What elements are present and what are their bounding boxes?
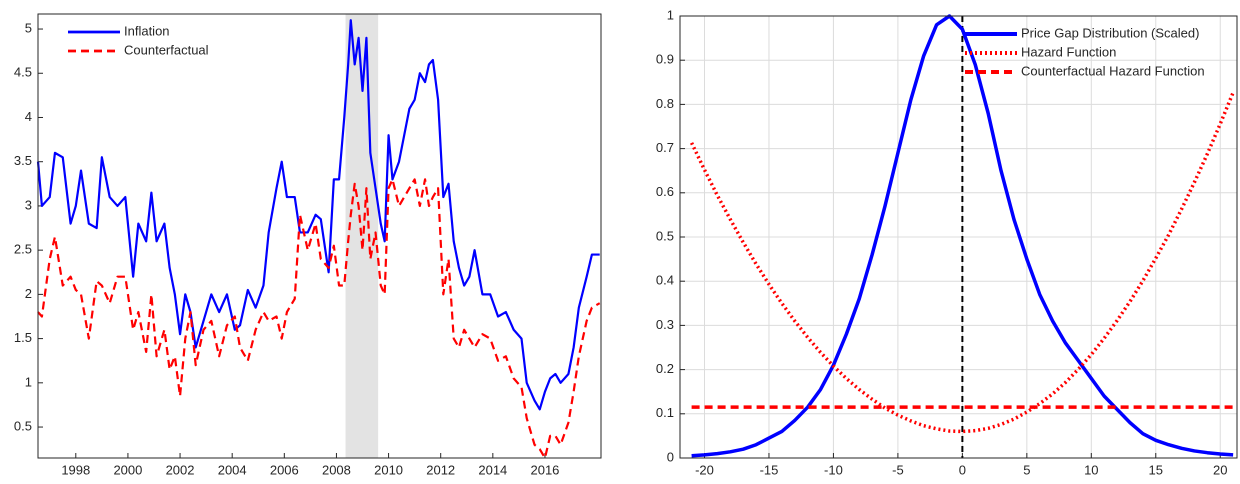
x-tick-label: 2000 <box>113 462 142 477</box>
x-tick-label: 0 <box>959 462 966 477</box>
legend-label: Counterfactual Hazard Function <box>1021 63 1205 78</box>
y-tick-label: 3.5 <box>14 153 32 168</box>
y-tick-label: 4.5 <box>14 65 32 80</box>
y-tick-label: 3 <box>25 197 32 212</box>
x-tick-label: -15 <box>760 462 779 477</box>
x-tick-label: -10 <box>824 462 843 477</box>
x-tick-label: 2008 <box>322 462 351 477</box>
x-tick-label: 2014 <box>478 462 507 477</box>
legend-label: Price Gap Distribution (Scaled) <box>1021 25 1199 40</box>
y-tick-label: 0.3 <box>656 317 674 332</box>
y-tick-label: 1 <box>25 374 32 389</box>
x-tick-label: 2012 <box>426 462 455 477</box>
y-tick-label: 1 <box>667 7 674 22</box>
y-tick-label: 0.6 <box>656 184 674 199</box>
legend-label: Inflation <box>124 23 170 38</box>
x-tick-label: 2006 <box>270 462 299 477</box>
x-tick-label: 2004 <box>218 462 247 477</box>
y-tick-label: 0.1 <box>656 405 674 420</box>
x-tick-label: 1998 <box>61 462 90 477</box>
x-tick-label: -5 <box>892 462 904 477</box>
y-tick-label: 0.5 <box>656 228 674 243</box>
data-line <box>37 178 601 460</box>
plot-frame <box>37 13 602 459</box>
data-line <box>36 19 600 411</box>
y-tick-label: 0.8 <box>656 96 674 111</box>
y-tick-label: 0.7 <box>656 140 674 155</box>
legend-label: Hazard Function <box>1021 44 1116 59</box>
y-tick-label: 2.5 <box>14 242 32 257</box>
x-tick-label: 20 <box>1213 462 1227 477</box>
x-tick-label: 2010 <box>374 462 403 477</box>
legend-label: Counterfactual <box>124 42 209 57</box>
x-tick-label: 2016 <box>530 462 559 477</box>
y-tick-label: 5 <box>25 20 32 35</box>
x-tick-label: 5 <box>1023 462 1030 477</box>
x-tick-label: 15 <box>1149 462 1163 477</box>
x-tick-label: 10 <box>1084 462 1098 477</box>
y-tick-label: 0.2 <box>656 361 674 376</box>
y-tick-label: 1.5 <box>14 330 32 345</box>
x-tick-label: -20 <box>695 462 714 477</box>
y-tick-label: 0.5 <box>14 418 32 433</box>
y-tick-label: 0.4 <box>656 273 674 288</box>
x-tick-label: 2002 <box>166 462 195 477</box>
y-tick-label: 0 <box>667 449 674 464</box>
y-tick-label: 2 <box>25 286 32 301</box>
y-tick-label: 4 <box>25 109 32 124</box>
plot-frame <box>679 15 1238 459</box>
y-tick-label: 0.9 <box>656 52 674 67</box>
data-line <box>691 14 1234 458</box>
